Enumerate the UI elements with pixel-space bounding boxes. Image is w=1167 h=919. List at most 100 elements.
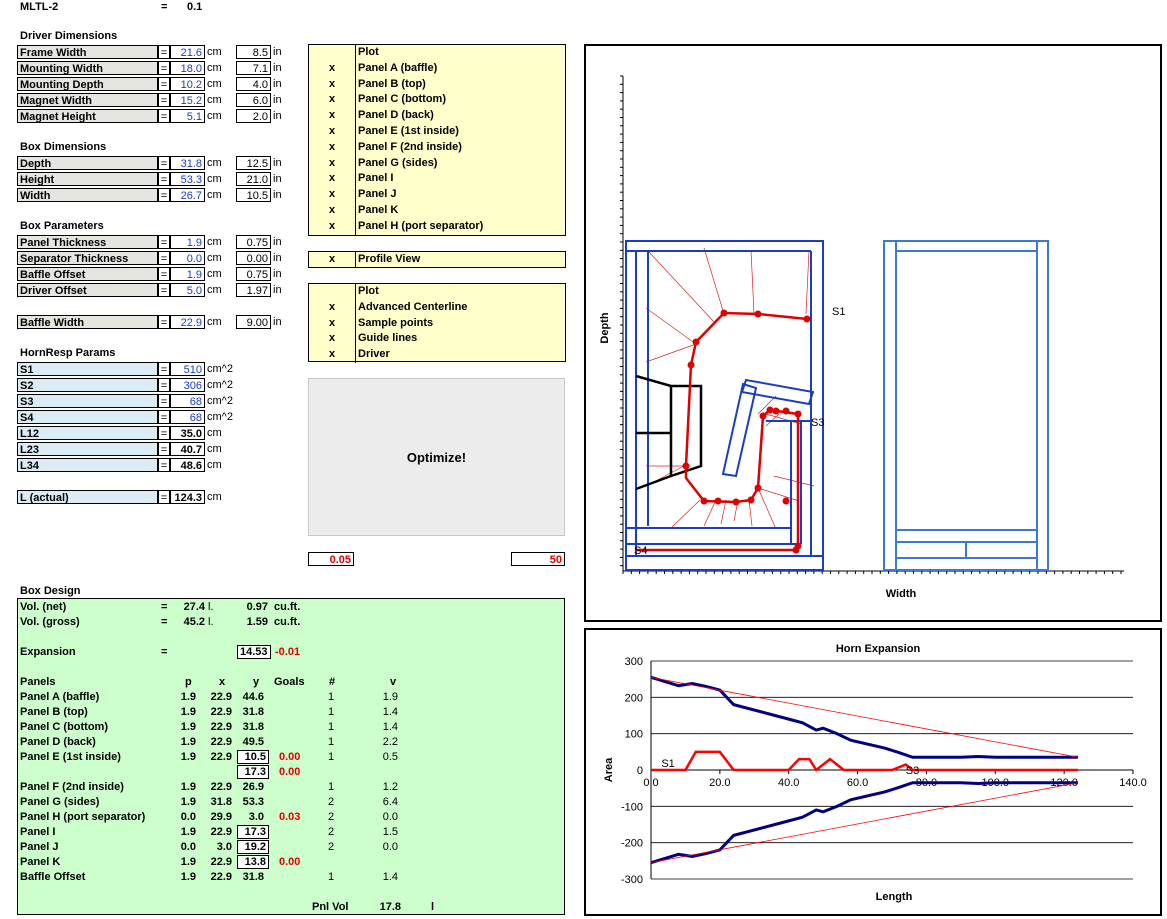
plot-option[interactable]: x Guide lines	[309, 331, 565, 348]
cm-unit: cm	[207, 46, 222, 58]
cm-unit: cm	[207, 157, 222, 169]
panel-name: Panel C (bottom)	[20, 721, 108, 733]
series-line-3	[650, 676, 1078, 758]
plot-item[interactable]: x Panel H (port separator)	[309, 218, 565, 235]
param-label: Magnet Height	[17, 109, 158, 123]
in-unit: in	[273, 252, 282, 264]
hornresp-label: S3	[17, 394, 158, 408]
plot-option[interactable]: x Sample points	[309, 315, 565, 332]
in-value: 1.97	[236, 283, 271, 297]
in-unit: in	[273, 62, 282, 74]
in-value: 9.00	[236, 315, 271, 329]
equals-sign: =	[158, 315, 170, 329]
plot-item-check[interactable]: x	[328, 109, 336, 122]
plot-item-check[interactable]: x	[328, 140, 336, 153]
param-label: Frame Width	[17, 45, 158, 59]
cm-value-input[interactable]: 15.2	[170, 93, 205, 107]
optimize-label: Optimize!	[406, 449, 467, 465]
plot-option-check[interactable]: x	[328, 300, 336, 313]
cm-value-input[interactable]: 1.9	[170, 235, 205, 249]
s1-label: S1	[832, 306, 845, 318]
side-view-box	[625, 240, 824, 571]
section-heading: Driver Dimensions	[20, 30, 118, 42]
param-label: Height	[17, 172, 158, 186]
cm-value-input[interactable]: 21.6	[170, 45, 205, 59]
plot-item[interactable]: x Panel I	[309, 171, 565, 188]
optimize-max-value[interactable]: 50	[511, 552, 565, 566]
plot-item[interactable]: x Panel D (back)	[309, 108, 565, 124]
cm-value-input[interactable]: 53.3	[170, 172, 205, 186]
panel-y-input[interactable]: 17.3	[237, 765, 269, 779]
series-line-0	[650, 675, 1078, 759]
expansion-input[interactable]: 14.53	[237, 645, 271, 659]
plot-item[interactable]: x Panel G (sides)	[309, 155, 565, 172]
plot-item-check[interactable]: x	[328, 77, 336, 90]
panel-y-input[interactable]: 13.8	[237, 855, 269, 869]
panel-y: 26.9	[242, 781, 264, 793]
in-unit: in	[273, 94, 282, 106]
panel-goal: 0.03	[279, 811, 301, 823]
cm-value-input[interactable]: 26.7	[170, 188, 205, 202]
optimize-button[interactable]: Optimize!	[308, 378, 565, 536]
plot-option-label: Advanced Centerline	[355, 299, 467, 316]
series-line-1	[650, 781, 1078, 865]
cm-value-input[interactable]: 1.9	[170, 267, 205, 281]
panel-name: Panel K	[20, 856, 61, 868]
panel-x: 22.9	[210, 736, 232, 748]
profile-check[interactable]: x	[328, 253, 336, 265]
plot-option[interactable]: x Advanced Centerline	[309, 299, 565, 316]
sheet-title: MLTL-2	[20, 1, 59, 13]
plot-option-check[interactable]: x	[328, 316, 336, 329]
plot-item-label: Panel F (2nd inside)	[355, 139, 462, 156]
panel-y-input[interactable]: 19.2	[237, 840, 269, 854]
plot-item-label: Panel G (sides)	[355, 155, 437, 172]
cm-value-input[interactable]: 0.0	[170, 251, 205, 265]
plot-item[interactable]: x Panel B (top)	[309, 76, 565, 93]
in-value: 12.5	[236, 156, 271, 170]
panel-v: 1.4	[382, 871, 398, 883]
plot-item[interactable]: x Panel K	[309, 203, 565, 219]
optimize-min-value[interactable]: 0.05	[308, 552, 354, 566]
cm-value-input[interactable]: 18.0	[170, 61, 205, 75]
panel-count: 1	[328, 706, 335, 718]
profile-view-toggle[interactable]: x Profile View	[308, 251, 566, 268]
plot-item-check[interactable]: x	[328, 172, 336, 185]
cm-value-input[interactable]: 5.1	[170, 109, 205, 123]
plot-item[interactable]: x Panel E (1st inside)	[309, 124, 565, 140]
centerline-point	[754, 310, 762, 318]
cm-value-input[interactable]: 31.8	[170, 156, 205, 170]
col-header: v	[390, 676, 397, 688]
plot-item-check[interactable]: x	[328, 125, 336, 137]
profile-xlabel: Width	[886, 588, 917, 600]
hornresp-unit: cm^2	[207, 379, 233, 391]
plot-option[interactable]: x Driver	[309, 347, 565, 363]
cm-value-input[interactable]: 10.2	[170, 77, 205, 91]
panel-y: 49.5	[242, 736, 264, 748]
plot-item-check[interactable]: x	[328, 219, 336, 232]
plot-item-check[interactable]: x	[328, 61, 336, 74]
plot-item-check[interactable]: x	[328, 156, 336, 169]
plot-item[interactable]: x Panel C (bottom)	[309, 92, 565, 109]
plot-item-label: Panel E (1st inside)	[355, 124, 459, 140]
in-unit: in	[273, 189, 282, 201]
cm-unit: cm	[207, 268, 222, 280]
plot-option-check[interactable]: x	[328, 332, 336, 345]
x-tick-label: 40.0	[778, 777, 799, 789]
plot-item[interactable]: x Panel F (2nd inside)	[309, 139, 565, 156]
header-value: 0.1	[187, 1, 203, 13]
plot-item-check[interactable]: x	[328, 93, 336, 106]
plot-item[interactable]: x Panel J	[309, 187, 565, 203]
cm-value-input[interactable]: 22.9	[170, 315, 205, 329]
param-label: Baffle Width	[17, 315, 158, 329]
panel-x: 22.9	[210, 706, 232, 718]
panel-y-input[interactable]: 17.3	[237, 825, 269, 839]
panel-y-input[interactable]: 10.5	[237, 750, 269, 764]
cm-value-input[interactable]: 5.0	[170, 283, 205, 297]
param-label: Panel Thickness	[17, 235, 158, 249]
profile-label: Profile View	[355, 252, 420, 268]
plot-item[interactable]: x Panel A (baffle)	[309, 60, 565, 77]
plot-item-check[interactable]: x	[328, 188, 336, 201]
plot-option-check[interactable]: x	[328, 348, 336, 361]
plot-item-check[interactable]: x	[328, 204, 336, 216]
s3-label: S3	[811, 417, 824, 429]
